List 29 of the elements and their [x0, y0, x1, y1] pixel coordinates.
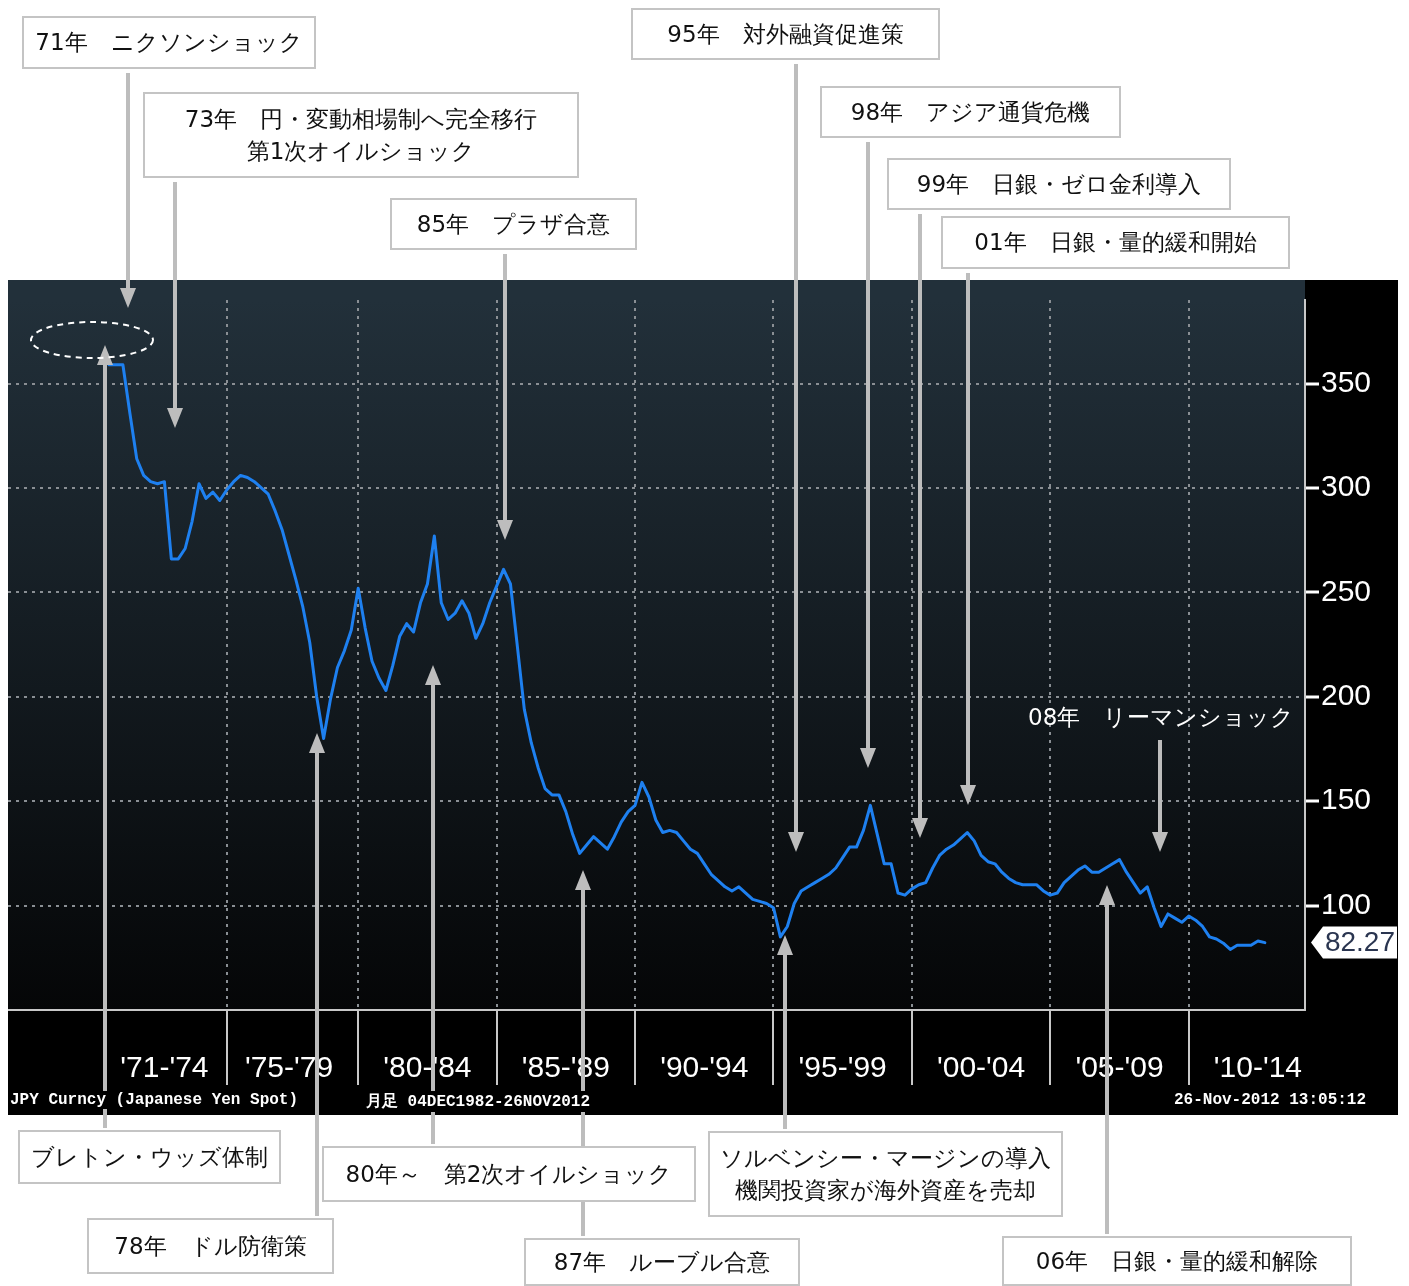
text: 99年 日銀・ゼロ金利導入	[916, 169, 1202, 199]
text: JPY Curncy (Japanese Yen Spot)	[8, 1091, 301, 1109]
text: ソルベンシー・マージンの導入機関投資家が海外資産を売却	[720, 1143, 1051, 1205]
text: 73年 円・変動相場制へ完全移行第1次オイルショック	[184, 104, 538, 166]
text: 01年 日銀・量的緩和開始	[974, 228, 1257, 258]
y-tick-label: 250	[1321, 573, 1372, 607]
text: 98年 アジア通貨危機	[850, 97, 1091, 127]
text: 71年 ニクソンショック	[35, 28, 303, 58]
text: 26-Nov-2012 13:05:12	[1172, 1091, 1369, 1109]
x-tick-label: '71-'74	[120, 1050, 209, 1084]
y-tick-label: 200	[1321, 678, 1372, 712]
text: 80年～ 第2次オイルショック	[345, 1159, 673, 1189]
text: 78年 ドル防衛策	[114, 1231, 307, 1261]
x-tick-label: '95-'99	[798, 1050, 887, 1084]
text: 95年 対外融資促進策	[667, 19, 904, 49]
y-tick-label: 100	[1321, 886, 1372, 920]
text: 82.27	[1324, 926, 1395, 958]
y-tick-label: 300	[1321, 469, 1372, 503]
annotation: 08年 リーマンショック	[1028, 703, 1295, 732]
x-tick-label: '10-'14	[1213, 1050, 1303, 1084]
text: 06年 日銀・量的緩和解除	[1035, 1246, 1319, 1276]
x-tick-label: '00-'04	[937, 1050, 1026, 1084]
text: ブレトン・ウッズ体制	[31, 1142, 268, 1172]
text: 月足 04DEC1982-26NOV2012	[364, 1091, 593, 1112]
y-tick-label: 150	[1321, 782, 1372, 816]
x-tick-label: '90-'94	[660, 1050, 749, 1084]
text: 85年 プラザ合意	[416, 209, 611, 239]
text: 87年 ルーブル合意	[553, 1247, 771, 1277]
y-tick-label: 350	[1321, 364, 1372, 398]
